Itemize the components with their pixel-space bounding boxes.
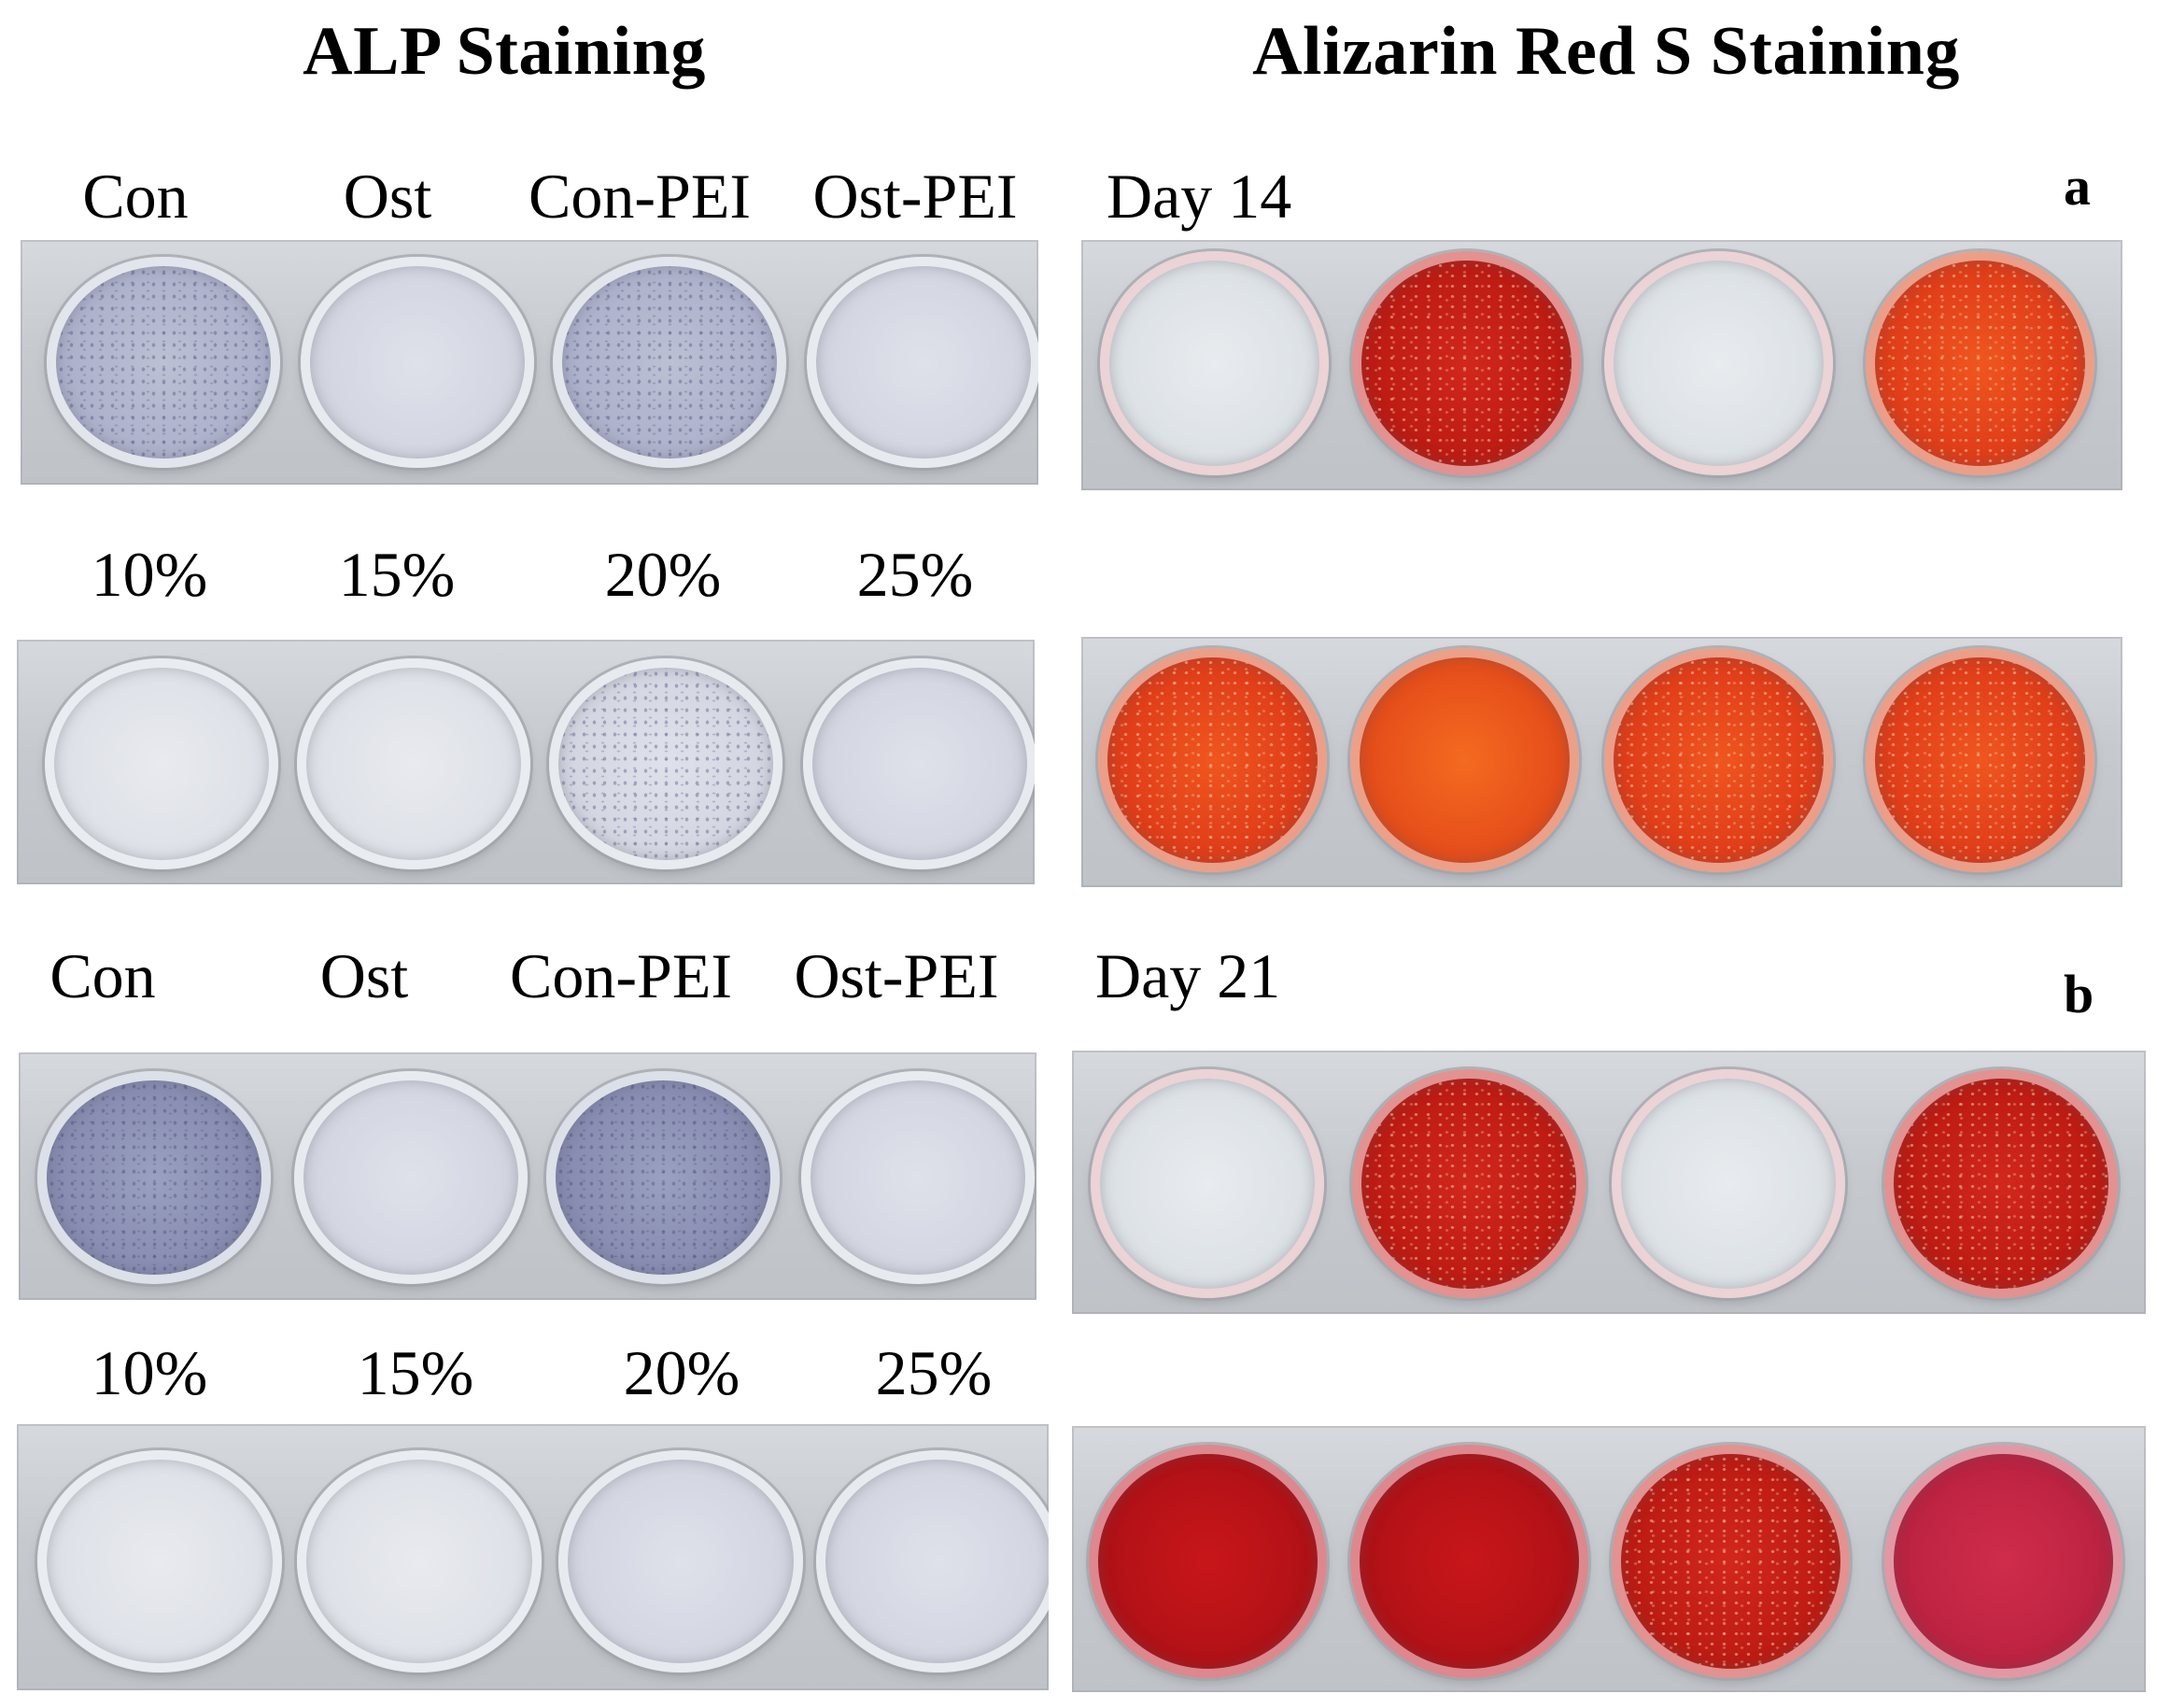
label-row-3: Con Ost Con-PEI Ost-PEI [0, 934, 1055, 1018]
well [1866, 648, 2094, 872]
label-con-pei: Con-PEI [510, 940, 732, 1011]
well [1098, 648, 1327, 872]
label-row-2: 10% 15% 20% 25% [0, 532, 1055, 616]
label-con-pei: Con-PEI [529, 161, 751, 232]
label-ost-pei: Ost-PEI [794, 940, 999, 1011]
label-ost: Ost [343, 161, 432, 232]
well [45, 658, 278, 869]
well [1100, 251, 1329, 475]
label-ost: Ost [319, 940, 409, 1011]
well [1604, 648, 1833, 872]
label-10pct: 10% [91, 1337, 208, 1408]
well [297, 658, 530, 869]
well [801, 1071, 1035, 1284]
label-15pct: 15% [357, 1337, 474, 1408]
well [816, 1450, 1049, 1673]
ars-plate-day14-1 [1081, 240, 2122, 490]
label-25pct: 25% [856, 539, 974, 610]
well [549, 658, 782, 869]
well [1866, 251, 2094, 475]
panel-letter-a: a [2064, 156, 2091, 217]
well [1350, 648, 1579, 872]
well [294, 1071, 528, 1284]
ars-plate-day21-2 [1072, 1426, 2146, 1692]
well [553, 257, 786, 468]
well [1612, 1445, 1850, 1678]
ars-plate-day14-2 [1081, 637, 2122, 887]
well [1352, 1069, 1586, 1298]
well [807, 257, 1038, 468]
alp-plate-1 [21, 240, 1038, 485]
label-row-4: 10% 15% 20% 25% [0, 1331, 1055, 1415]
panel-letter-b: b [2064, 964, 2094, 1024]
label-15pct: 15% [338, 539, 456, 610]
well [546, 1071, 780, 1284]
well [1884, 1445, 2122, 1678]
well [803, 658, 1035, 869]
well [1350, 1445, 1588, 1678]
well [1091, 1069, 1324, 1298]
label-con: Con [82, 161, 189, 232]
label-25pct: 25% [875, 1337, 993, 1408]
alp-plate-3 [19, 1052, 1036, 1300]
label-10pct: 10% [91, 539, 208, 610]
well [1604, 251, 1833, 475]
label-con: Con [49, 940, 156, 1011]
label-row-1: Con Ost Con-PEI Ost-PEI [0, 154, 1055, 238]
well [297, 1450, 542, 1673]
label-20pct: 20% [604, 539, 722, 610]
alp-plate-2 [17, 640, 1035, 884]
alizarin-red-s-staining-heading: Alizarin Red S Staining [1252, 13, 1960, 90]
day-14-label: Day 14 [1107, 161, 1292, 232]
well [47, 257, 280, 468]
well [1884, 1069, 2118, 1298]
ars-plate-day21-1 [1072, 1051, 2146, 1314]
well [558, 1450, 803, 1673]
label-20pct: 20% [623, 1337, 740, 1408]
label-ost-pei: Ost-PEI [812, 161, 1018, 232]
alp-plate-4 [17, 1424, 1049, 1690]
well [37, 1071, 271, 1284]
well [1089, 1445, 1327, 1678]
well [1612, 1069, 1845, 1298]
alp-staining-heading: ALP Staining [303, 13, 706, 90]
well [301, 257, 534, 468]
day-21-label: Day 21 [1095, 940, 1281, 1011]
well [37, 1450, 282, 1673]
well [1352, 251, 1581, 475]
